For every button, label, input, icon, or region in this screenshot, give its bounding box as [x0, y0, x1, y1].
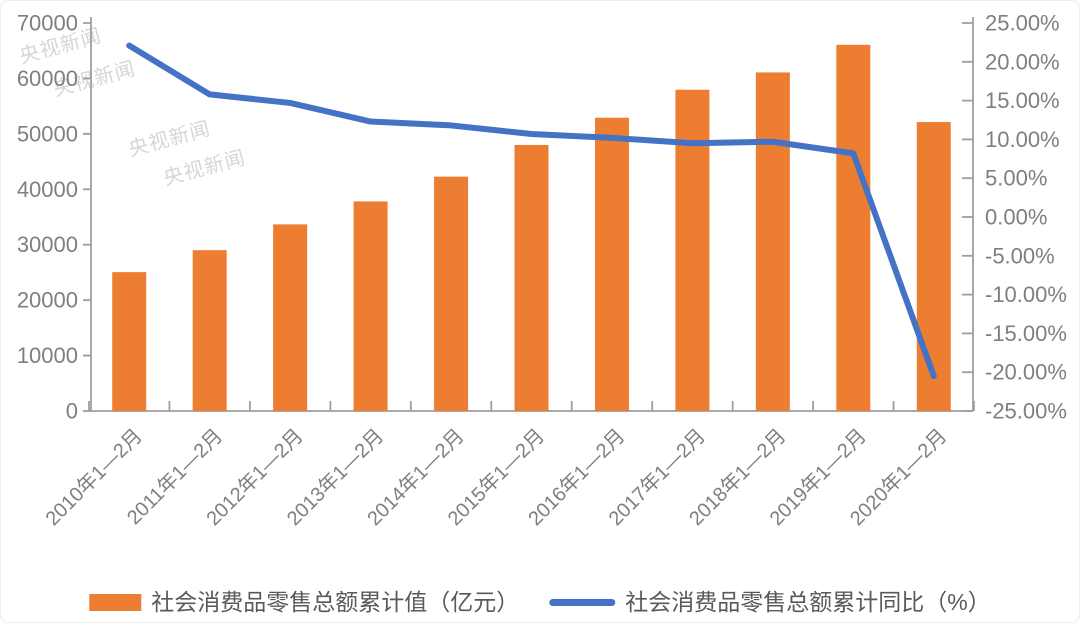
left-tick-label: 20000	[17, 288, 78, 313]
bar-2020年1—2月	[916, 122, 951, 412]
right-tick-label: 20.00%	[985, 49, 1060, 74]
bar-legend-swatch	[89, 594, 142, 611]
line-legend-swatch	[549, 599, 616, 606]
bar-2015年1—2月	[514, 144, 549, 412]
left-tick-label: 50000	[17, 121, 78, 146]
right-tick-label: -15.00%	[985, 321, 1067, 346]
line-legend-label: 社会消费品零售总额累计同比（%）	[625, 589, 991, 615]
bar-2017年1—2月	[675, 89, 710, 412]
left-tick-label: 60000	[17, 66, 78, 91]
left-tick-label: 40000	[17, 177, 78, 202]
right-tick-label: 5.00%	[985, 166, 1047, 191]
bar-2013年1—2月	[353, 201, 388, 411]
right-tick-label: 25.00%	[985, 11, 1060, 36]
right-tick-label: 10.00%	[985, 127, 1060, 152]
bar-2016年1—2月	[594, 117, 629, 412]
bar-2019年1—2月	[836, 44, 871, 412]
left-tick-label: 0	[66, 399, 78, 424]
bar-legend-label: 社会消费品零售总额累计值（亿元）	[151, 589, 520, 615]
right-tick-label: -10.00%	[985, 282, 1067, 307]
bar-2014年1—2月	[434, 176, 469, 411]
right-tick-label: -25.00%	[985, 399, 1067, 424]
right-tick-label: -5.00%	[985, 243, 1055, 268]
bar-2018年1—2月	[755, 72, 790, 411]
left-tick-label: 30000	[17, 232, 78, 257]
left-tick-label: 70000	[17, 11, 78, 36]
right-tick-label: 0.00%	[985, 205, 1047, 230]
chart-legend: 社会消费品零售总额累计值（亿元） 社会消费品零售总额累计同比（%）	[89, 589, 991, 615]
bar-2012年1—2月	[273, 224, 308, 411]
x-axis: 2010年1—2月2011年1—2月2012年1—2月2013年1—2月2014…	[41, 401, 975, 530]
right-tick-label: 15.00%	[985, 88, 1060, 113]
y-axis-left: 70000 60000 50000 40000 30000 20000 10000 0	[17, 11, 91, 424]
bar-series	[112, 44, 951, 412]
bar-2010年1—2月	[112, 272, 147, 411]
y-axis-right: 25.00% 20.00% 15.00% 10.00% 5.00% 0.00% -5.00%…	[962, 11, 1067, 424]
yoy-line	[126, 42, 937, 380]
left-tick-label: 10000	[17, 343, 78, 368]
bar-2011年1—2月	[192, 250, 227, 411]
right-tick-label: -20.00%	[985, 360, 1067, 385]
